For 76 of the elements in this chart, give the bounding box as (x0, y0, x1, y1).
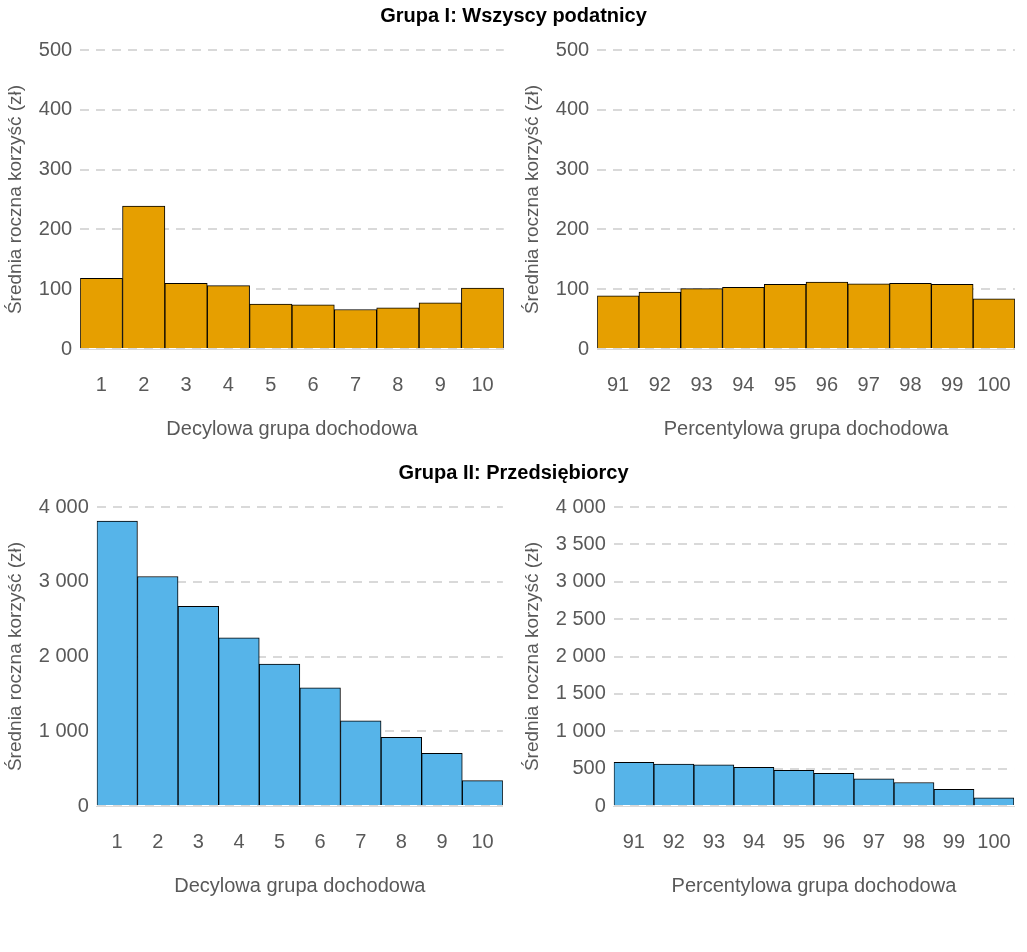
y-tick-label: 400 (38, 97, 73, 120)
y-axis-title: Średnia roczna korzyść (zł) (520, 84, 542, 315)
y-tick-label: 200 (555, 216, 590, 239)
y-tick-label: 2 000 (38, 644, 89, 667)
x-tick-label: 6 (307, 372, 319, 395)
y-tick-label: 1 000 (38, 718, 89, 741)
y-tick-label: 100 (38, 276, 73, 299)
x-tick-label: 95 (782, 829, 806, 852)
x-axis-title: Percentylowa grupa dochodowa (663, 416, 950, 439)
x-tick-label: 3 (192, 829, 204, 852)
chart-title: Grupa II: Przedsiębiorcy (397, 460, 630, 485)
y-tick-label: 1 500 (555, 681, 606, 704)
x-tick-label: 6 (314, 829, 326, 852)
y-axis-title: Średnia roczna korzyść (zł) (520, 541, 542, 772)
x-tick-label: 9 (434, 372, 446, 395)
x-axis-title: Percentylowa grupa dochodowa (671, 873, 958, 896)
x-tick-label: 93 (702, 829, 726, 852)
x-tick-label: 94 (742, 829, 766, 852)
y-tick-label: 200 (38, 216, 73, 239)
x-tick-label: 10 (471, 372, 494, 395)
x-tick-label: 1 (111, 829, 123, 852)
y-tick-label: 100 (555, 276, 590, 299)
y-tick-label: 0 (594, 793, 606, 816)
y-tick-label: 0 (61, 336, 73, 359)
x-tick-label: 5 (265, 372, 277, 395)
y-tick-label: 1 000 (555, 718, 606, 741)
y-tick-label: 300 (555, 157, 590, 180)
chart-title: Grupa I: Wszyscy podatnicy (379, 3, 648, 28)
x-tick-label: 8 (392, 372, 404, 395)
x-tick-label: 91 (622, 829, 645, 852)
x-tick-label: 95 (774, 372, 797, 395)
x-tick-label: 10 (471, 829, 494, 852)
x-tick-label: 97 (857, 372, 880, 395)
y-tick-label: 3 500 (555, 531, 606, 554)
x-tick-label: 93 (690, 372, 713, 395)
x-tick-label: 98 (899, 372, 922, 395)
y-tick-label: 2 500 (555, 606, 606, 629)
y-tick-label: 3 000 (38, 569, 89, 592)
y-axis-title: Średnia roczna korzyść (zł) (3, 84, 25, 315)
x-tick-label: 9 (436, 829, 448, 852)
x-tick-label: 92 (662, 829, 685, 852)
y-tick-label: 500 (555, 37, 590, 60)
y-axis-title: Średnia roczna korzyść (zł) (3, 541, 25, 772)
x-tick-label: 91 (606, 372, 630, 395)
x-tick-label: 99 (942, 829, 966, 852)
y-tick-label: 500 (38, 37, 73, 60)
y-tick-label: 3 000 (555, 569, 606, 592)
y-tick-label: 4 000 (38, 494, 89, 517)
x-tick-label: 7 (355, 829, 367, 852)
x-tick-label: 99 (941, 372, 964, 395)
x-tick-label: 92 (648, 372, 671, 395)
y-tick-label: 500 (572, 756, 606, 779)
x-tick-label: 100 (977, 372, 1011, 395)
x-tick-label: 4 (233, 829, 245, 852)
x-tick-label: 94 (732, 372, 755, 395)
y-tick-label: 400 (555, 97, 590, 120)
x-tick-label: 3 (180, 372, 192, 395)
x-tick-label: 96 (815, 372, 839, 395)
y-tick-label: 4 000 (555, 494, 606, 517)
x-tick-label: 98 (902, 829, 926, 852)
y-tick-label: 300 (38, 157, 73, 180)
x-tick-label: 4 (222, 372, 234, 395)
x-axis-title: Decylowa grupa dochodowa (174, 873, 427, 896)
y-tick-label: 0 (578, 336, 590, 359)
y-tick-label: 2 000 (555, 644, 606, 667)
x-tick-label: 1 (95, 372, 107, 395)
x-tick-label: 5 (274, 829, 286, 852)
x-tick-label: 97 (862, 829, 886, 852)
x-axis-title: Decylowa grupa dochodowa (166, 416, 419, 439)
x-tick-label: 8 (395, 829, 407, 852)
y-tick-label: 0 (77, 793, 89, 816)
x-tick-label: 100 (977, 829, 1011, 852)
x-tick-label: 7 (349, 372, 362, 395)
x-tick-label: 2 (152, 829, 164, 852)
x-tick-label: 2 (138, 372, 150, 395)
x-tick-label: 96 (822, 829, 846, 852)
